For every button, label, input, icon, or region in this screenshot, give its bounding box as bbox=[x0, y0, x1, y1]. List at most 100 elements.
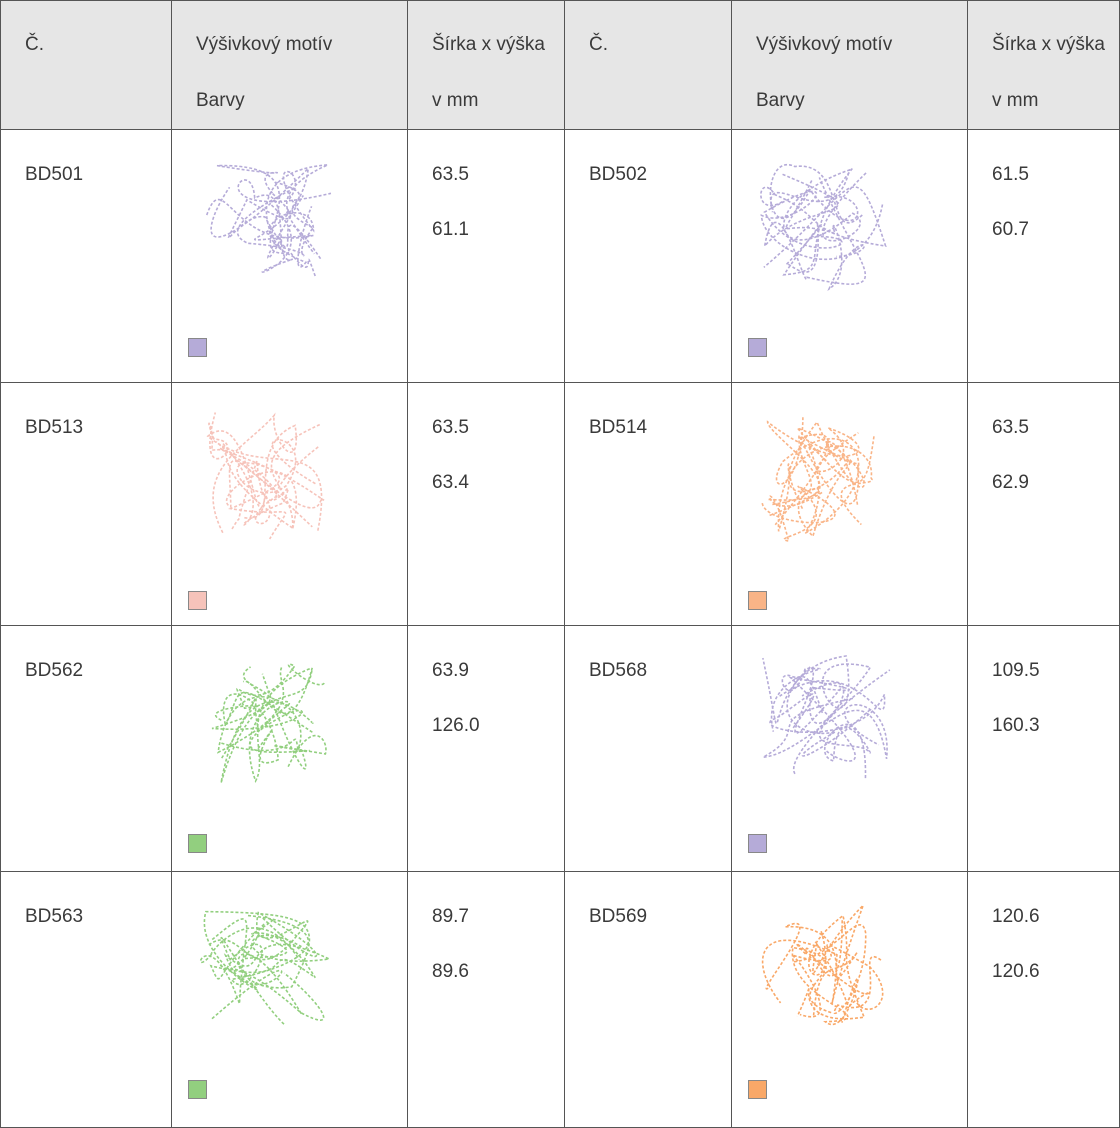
cell-text: BD502 bbox=[589, 164, 648, 185]
table-cell bbox=[172, 626, 408, 872]
cell-text: 120.6 bbox=[992, 961, 1040, 982]
cell-text: 126.0 bbox=[432, 715, 480, 736]
cell-text: 63.9 bbox=[432, 660, 469, 681]
table-cell: 120.6 120.6 bbox=[968, 872, 1120, 1128]
cell-text: 109.5 bbox=[992, 660, 1040, 681]
table-cell: 109.5 160.3 bbox=[968, 626, 1120, 872]
stitch-line bbox=[268, 170, 315, 268]
table-cell: 63.5 63.4 bbox=[408, 383, 565, 626]
table-cell: BD501 bbox=[0, 130, 172, 383]
cell-text: Výšivkový motív bbox=[756, 34, 893, 55]
table-cell: BD569 bbox=[565, 872, 732, 1128]
stitch-line bbox=[777, 445, 873, 532]
table-cell: 63.9 126.0 bbox=[408, 626, 565, 872]
header-cell: Výšivkový motív Barvy bbox=[732, 0, 968, 130]
stitch-line bbox=[770, 667, 824, 732]
table-cell: BD502 bbox=[565, 130, 732, 383]
cell-text: Šírka x výška bbox=[992, 34, 1105, 55]
color-swatch bbox=[188, 338, 207, 357]
embroidery-preview bbox=[206, 412, 325, 540]
cell-text: BD501 bbox=[25, 164, 84, 185]
table-cell: BD563 bbox=[0, 872, 172, 1128]
header-cell: Výšivkový motív Barvy bbox=[172, 0, 408, 130]
cell-text: v mm bbox=[992, 90, 1039, 111]
cell-text: Barvy bbox=[756, 90, 805, 111]
table-cell bbox=[732, 383, 968, 626]
color-swatch bbox=[188, 591, 207, 610]
stitch-line bbox=[208, 911, 318, 961]
header-cell: Č. bbox=[0, 0, 172, 130]
table-cell bbox=[732, 130, 968, 383]
cell-text: 89.6 bbox=[432, 961, 469, 982]
table-cell bbox=[732, 626, 968, 872]
stitch-line bbox=[782, 167, 853, 276]
stitch-line bbox=[766, 420, 860, 501]
cell-text: 63.5 bbox=[432, 164, 469, 185]
table-cell: 63.5 62.9 bbox=[968, 383, 1120, 626]
stitch-line bbox=[769, 433, 851, 538]
table-cell: BD513 bbox=[0, 383, 172, 626]
stitch-line bbox=[760, 186, 887, 268]
stitch-line bbox=[214, 663, 325, 722]
cell-text: 61.1 bbox=[432, 219, 469, 240]
stitch-line bbox=[205, 166, 314, 241]
cell-text: 63.5 bbox=[992, 417, 1029, 438]
stitch-line bbox=[237, 179, 332, 273]
table-cell bbox=[172, 130, 408, 383]
stitch-line bbox=[227, 198, 322, 260]
embroidery-preview bbox=[199, 910, 332, 1026]
stitch-line bbox=[221, 442, 289, 530]
stitch-line bbox=[796, 914, 866, 1020]
stitch-line bbox=[791, 946, 859, 1026]
embroidery-preview bbox=[762, 655, 891, 779]
stitch-line bbox=[248, 667, 311, 783]
color-swatch bbox=[748, 834, 767, 853]
table-cell bbox=[172, 383, 408, 626]
cell-text: 61.5 bbox=[992, 164, 1029, 185]
table-cell: 61.5 60.7 bbox=[968, 130, 1120, 383]
stitch-line bbox=[208, 412, 293, 529]
stitch-line bbox=[762, 697, 888, 759]
stitch-line bbox=[762, 655, 872, 775]
stitch-line bbox=[763, 173, 866, 285]
cell-text: 63.4 bbox=[432, 472, 469, 493]
stitch-line bbox=[211, 934, 332, 1020]
stitch-line bbox=[791, 944, 884, 1018]
cell-text: 62.9 bbox=[992, 472, 1029, 493]
stitch-line bbox=[212, 412, 298, 535]
embroidery-preview bbox=[211, 663, 327, 784]
cell-text: BD513 bbox=[25, 417, 84, 438]
color-swatch bbox=[748, 591, 767, 610]
stitch-line bbox=[788, 676, 856, 762]
stitch-line bbox=[230, 934, 325, 1021]
embroidery-preview bbox=[205, 164, 332, 277]
table-cell bbox=[172, 872, 408, 1128]
stitch-line bbox=[761, 485, 836, 543]
cell-text: BD569 bbox=[589, 906, 648, 927]
stitch-line bbox=[760, 190, 884, 261]
embroidery-preview bbox=[761, 417, 875, 543]
stitch-line bbox=[206, 430, 323, 531]
color-swatch bbox=[748, 338, 767, 357]
stitch-line bbox=[761, 904, 864, 1005]
embroidery-preview bbox=[760, 163, 887, 291]
stitch-line bbox=[786, 665, 871, 757]
header-cell: Šírka x výška v mm bbox=[968, 0, 1120, 130]
stitch-line bbox=[765, 922, 859, 1016]
stitch-line bbox=[770, 168, 867, 242]
cell-text: Č. bbox=[589, 34, 608, 55]
table-cell bbox=[732, 872, 968, 1128]
stitch-line bbox=[772, 435, 860, 506]
cell-text: 120.6 bbox=[992, 906, 1040, 927]
cell-text: BD514 bbox=[589, 417, 648, 438]
cell-text: Č. bbox=[25, 34, 44, 55]
stitch-line bbox=[795, 920, 871, 1007]
table-cell: BD514 bbox=[565, 383, 732, 626]
table-cell: BD568 bbox=[565, 626, 732, 872]
header-cell: Šírka x výška v mm bbox=[408, 0, 565, 130]
cell-text: BD568 bbox=[589, 660, 648, 681]
stitch-line bbox=[769, 680, 886, 733]
color-swatch bbox=[188, 834, 207, 853]
stitch-line bbox=[787, 420, 875, 493]
stitch-line bbox=[217, 667, 302, 754]
